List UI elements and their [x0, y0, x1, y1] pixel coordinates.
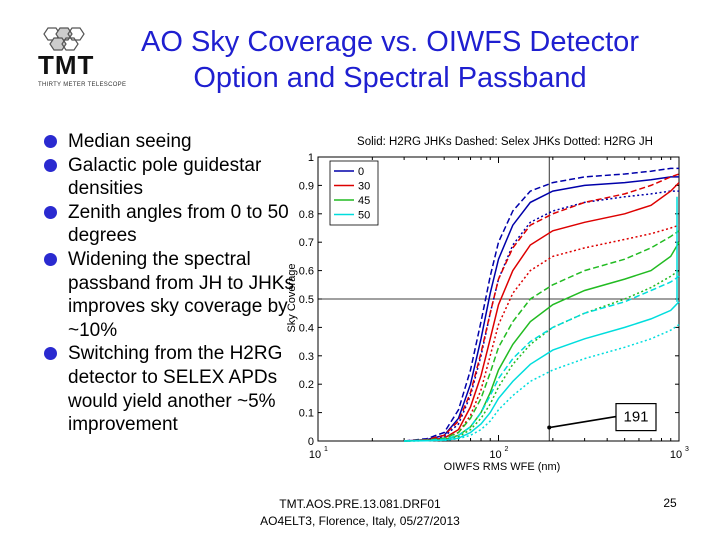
bullet-dot-icon: [44, 135, 57, 148]
bullet-list: Median seeing Galactic pole guidestar de…: [44, 130, 294, 437]
series-line-0-dotted: [404, 190, 679, 442]
annotation-label: 191: [623, 409, 648, 426]
annotation-arrow: [549, 415, 617, 429]
legend-entry: 50: [358, 210, 370, 222]
chart-title: Solid: H2RG JHKs Dashed: Selex JHKs Dott…: [357, 136, 653, 148]
logo-subtext: THIRTY METER TELESCOPE: [38, 82, 127, 88]
series-line-45-dashed: [404, 230, 680, 442]
x-tick-exponent: 1: [324, 446, 328, 453]
legend-entry: 30: [358, 181, 370, 193]
series-line-30-dashed: [404, 173, 680, 442]
bullet-item: Widening the spectral passband from JH t…: [44, 248, 294, 342]
series-line-45-dotted: [404, 269, 680, 442]
annotation-box: [615, 403, 657, 432]
y-tick-label: 0.6: [299, 266, 314, 278]
y-tick-label: 0.4: [299, 322, 314, 334]
y-tick-label: 0.3: [299, 351, 314, 363]
annotation-arrow-tip: [547, 425, 552, 430]
bullet-dot-icon: [44, 158, 57, 172]
bullet-text: Widening the spectral passband from JH t…: [68, 248, 294, 341]
tmt-logo-icon: [43, 27, 85, 51]
bullet-item: Switching from the H2RG detector to SELE…: [44, 342, 294, 436]
series-line-0-dashed: [404, 167, 679, 442]
series-line-50-dashed: [404, 275, 680, 442]
y-tick-label: 0.2: [299, 379, 314, 391]
y-tick-label: 1: [308, 152, 314, 164]
footer: TMT.AOS.PRE.13.081.DRF01 AO4ELT3, Floren…: [230, 496, 490, 530]
series-line-30-solid: [404, 182, 680, 442]
bullet-item: Zenith angles from 0 to 50 degrees: [44, 201, 294, 248]
bullet-text: Switching from the H2RG detector to SELE…: [68, 343, 283, 436]
y-axis-label: Sky Coverage: [286, 263, 298, 332]
series-line-30-dotted: [404, 224, 680, 442]
page-number: 25: [663, 496, 677, 510]
bullet-dot-icon: [44, 347, 57, 361]
footer-line-2: AO4ELT3, Florence, Italy, 05/27/2013: [260, 514, 460, 528]
y-tick-label: 0.9: [299, 180, 314, 192]
x-tick-label: 10: [670, 449, 682, 461]
footer-line-1: TMT.AOS.PRE.13.081.DRF01: [279, 497, 441, 511]
bullet-dot-icon: [44, 205, 57, 219]
series-line-50-dotted: [404, 323, 680, 442]
series-line-50-solid: [404, 301, 680, 442]
y-tick-label: 0: [308, 436, 314, 448]
y-tick-label: 0.5: [299, 294, 314, 306]
bullet-item: Galactic pole guidestar densities: [44, 154, 294, 201]
x-tick-exponent: 2: [505, 446, 509, 453]
series-line-0-solid: [404, 176, 679, 442]
x-tick-label: 10: [309, 449, 321, 461]
logo-text: TMT: [38, 50, 95, 80]
bullet-text: Zenith angles from 0 to 50 degrees: [68, 201, 289, 247]
legend-entry: 45: [358, 195, 370, 207]
legend-entry: 0: [358, 166, 364, 178]
bullet-text: Median seeing: [68, 131, 192, 152]
bullet-text: Galactic pole guidestar densities: [68, 154, 262, 200]
y-tick-label: 0.8: [299, 209, 314, 221]
x-axis-label: OIWFS RMS WFE (nm): [444, 461, 561, 473]
slide-title: AO Sky Coverage vs. OIWFS Detector Optio…: [141, 26, 639, 94]
bullet-dot-icon: [44, 252, 57, 266]
x-tick-label: 10: [489, 449, 501, 461]
sky-coverage-chart: Solid: H2RG JHKs Dashed: Selex JHKs Dott…: [286, 136, 689, 473]
y-tick-label: 0.1: [299, 408, 314, 420]
y-tick-label: 0.7: [299, 237, 314, 249]
x-tick-exponent: 3: [685, 446, 689, 453]
bullet-item: Median seeing: [44, 130, 294, 154]
